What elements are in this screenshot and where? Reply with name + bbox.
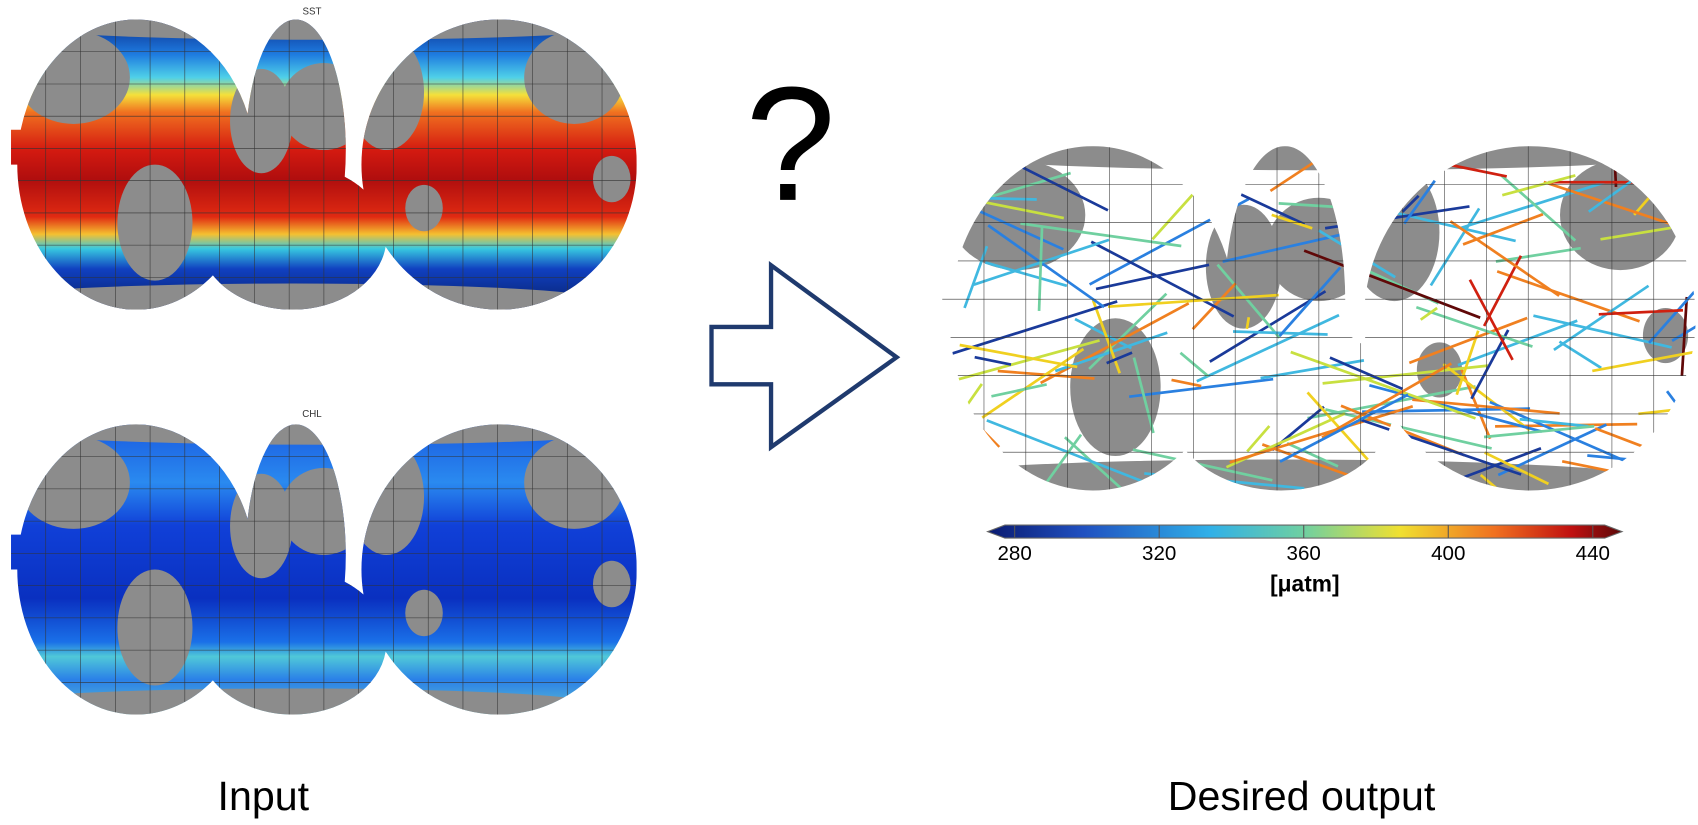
land <box>117 569 192 685</box>
track <box>1667 391 1698 443</box>
colorbar: 280 320 360 400 440 <box>988 525 1622 565</box>
map <box>0 11 637 319</box>
track <box>1667 422 1698 434</box>
map <box>0 416 637 724</box>
track <box>1637 451 1698 517</box>
land <box>1560 160 1681 270</box>
colorbar-unit: [μatm] <box>1270 571 1339 597</box>
land <box>524 31 624 124</box>
map-label: CHL <box>302 409 322 420</box>
diagram: SST CHL ? 280 320 360 400 440 [μatm] Input D… <box>0 0 1698 825</box>
track <box>1247 317 1249 329</box>
land <box>17 31 130 124</box>
land <box>1349 163 1439 301</box>
track <box>913 78 946 148</box>
question-mark: ? <box>745 54 835 235</box>
arrow <box>712 265 897 447</box>
land <box>942 136 1696 170</box>
land <box>405 590 443 636</box>
colorbar-tick-label: 400 <box>1431 542 1465 565</box>
track <box>1497 129 1636 147</box>
land <box>593 156 631 202</box>
land <box>904 459 1658 500</box>
caption: Input <box>218 773 310 819</box>
colorbar-gradient <box>988 525 1622 538</box>
map <box>812 78 1698 534</box>
land <box>11 11 637 40</box>
land <box>0 284 606 319</box>
land <box>17 436 130 529</box>
land <box>349 34 424 150</box>
land <box>0 688 606 723</box>
track <box>863 413 942 463</box>
land <box>349 439 424 555</box>
land <box>593 561 631 607</box>
land <box>11 416 637 445</box>
caption: Desired output <box>1168 773 1436 819</box>
colorbar-tick-label: 440 <box>1576 542 1610 565</box>
land <box>117 165 192 281</box>
track <box>1605 472 1619 529</box>
track <box>840 488 951 513</box>
map-label: SST <box>303 6 322 17</box>
track <box>1634 152 1689 215</box>
colorbar-tick-label: 360 <box>1287 542 1321 565</box>
land <box>405 185 443 231</box>
land <box>524 436 624 529</box>
page: SST CHL ? 280 320 360 400 440 [μatm] Input D… <box>0 0 1698 825</box>
colorbar-tick-label: 320 <box>1142 542 1176 565</box>
colorbar-tick-label: 280 <box>997 542 1031 565</box>
